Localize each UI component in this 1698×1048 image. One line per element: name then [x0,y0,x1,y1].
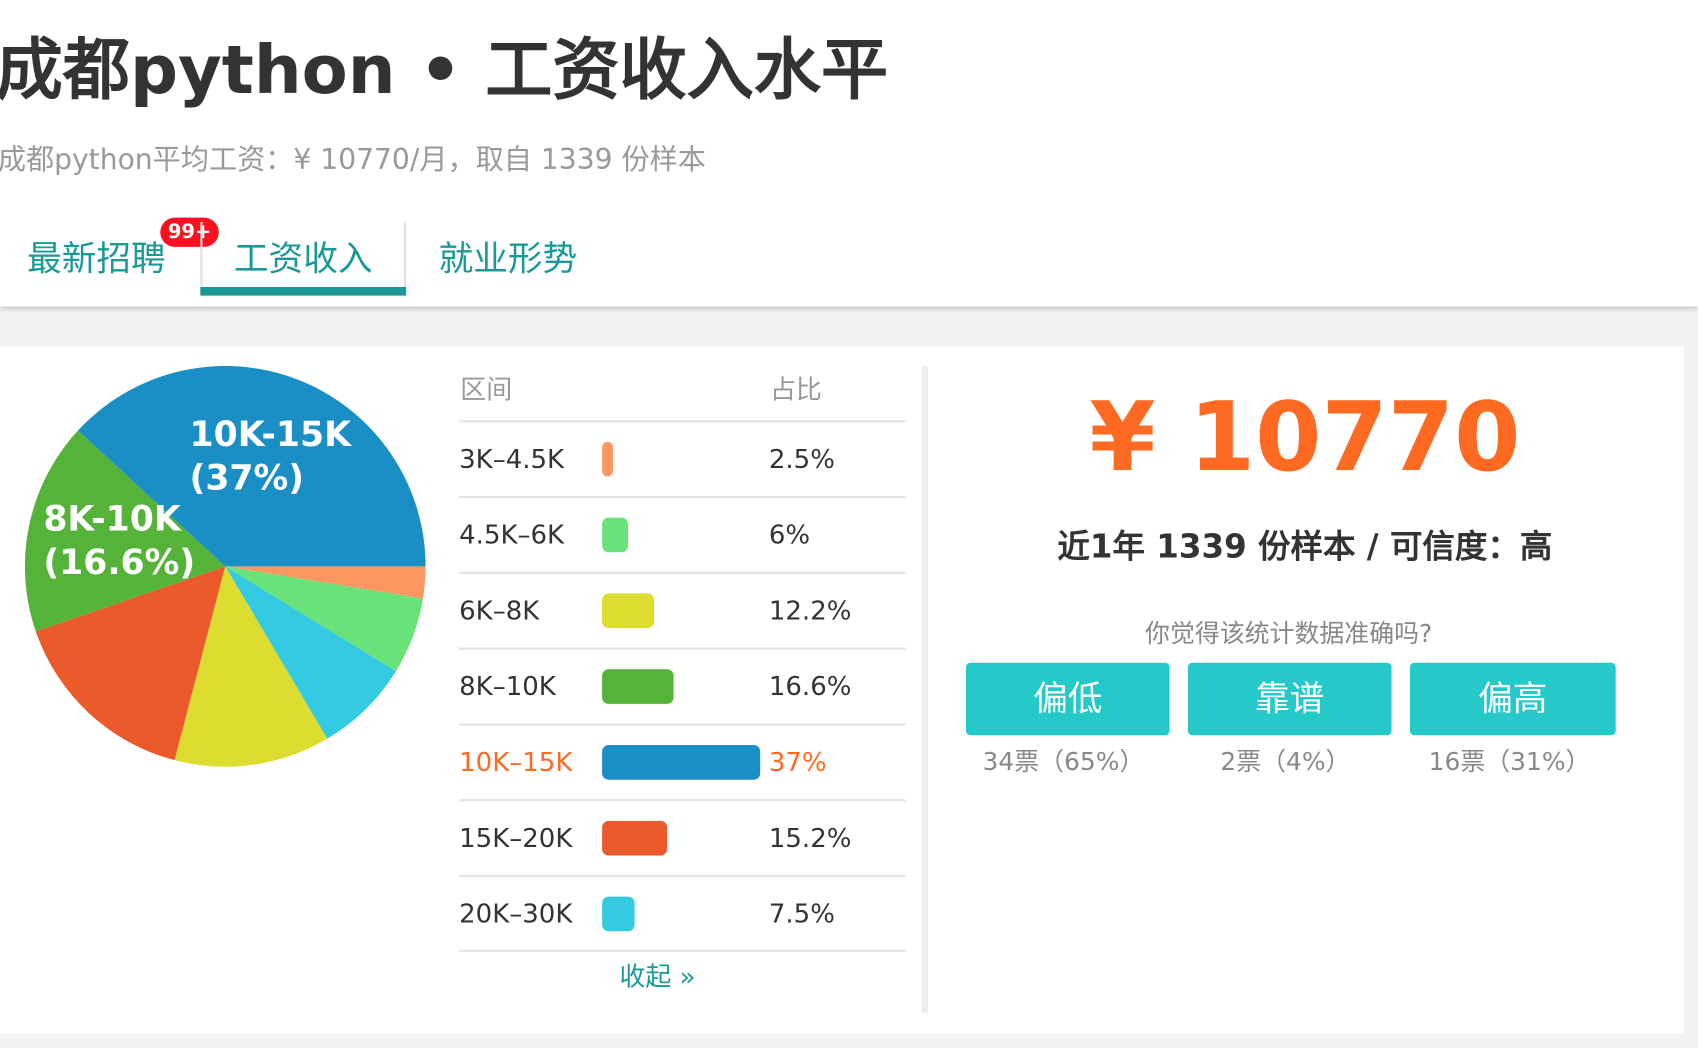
table-row: 20K–30K 7.5% [459,874,906,951]
pct-value: 16.6% [768,671,852,702]
pie-label-pct: (16.6%) [43,543,195,583]
pct-bar [602,745,761,780]
pie-slice [174,566,328,767]
tab-employment[interactable]: 就业形势 [438,238,578,280]
range-label: 20K–30K [459,898,573,930]
average-salary: ¥ 10770 [1089,381,1521,493]
pie-slice [24,430,226,632]
table-row: 10K–15K 37% [459,723,906,799]
pct-bar [602,593,655,629]
pct-bar [602,896,635,932]
pct-value: 6% [768,519,811,551]
pie-slice [225,566,426,599]
vote-high-button[interactable]: 偏高 [1409,662,1616,736]
range-label: 8K–10K [459,671,556,702]
pie-slice [225,566,396,739]
page-title: 成都python • 工资收入水平 [0,30,889,110]
range-label: 3K–4.5K [459,443,565,475]
pct-bar [602,441,613,477]
table-row: 4.5K–6K 6% [459,495,906,572]
vote-low-result: 34票（65%） [982,748,1145,777]
pct-bar [602,820,668,856]
range-label: 6K–8K [459,595,540,626]
col-header-range: 区间 [460,374,513,406]
pct-value: 12.2% [768,595,852,626]
col-header-pct: 占比 [769,374,822,406]
vote-accurate-result: 2票（4%） [1220,748,1351,777]
vote-high-result: 16票（31%） [1428,748,1591,777]
pie-slice [35,566,226,761]
pie-label-pct: (37%) [190,458,305,498]
salary-pie-chart: 10K-15K(37%)8K-10K(16.6%) [24,366,426,767]
accuracy-question: 你觉得该统计数据准确吗? [1145,620,1433,649]
range-label: 4.5K–6K [459,519,565,551]
pct-value: 7.5% [768,898,835,930]
table-row: 3K–4.5K 2.5% [459,420,906,496]
table-row: 6K–8K 12.2% [459,571,906,648]
page-header: 成都python • 工资收入水平 成都python平均工资：¥ 10770/月… [0,0,1698,307]
pie-slice [77,366,426,567]
vertical-divider [921,366,929,1014]
pct-value: 15.2% [768,823,852,854]
vote-accurate-button[interactable]: 靠谱 [1187,662,1392,736]
pie-label: 8K-10K [43,500,182,540]
sample-info: 近1年 1339 份样本 / 可信度：高 [1057,528,1553,567]
collapse-link[interactable]: 收起 » [619,961,696,992]
pct-value: 2.5% [768,443,835,475]
divider [459,949,906,952]
pie-slice [225,566,423,672]
page-subtitle: 成都python平均工资：¥ 10770/月，取自 1339 份样本 [0,144,706,177]
pie-label: 10K-15K [190,415,353,455]
pct-bar [602,669,674,704]
table-row: 8K–10K 16.6% [459,647,906,724]
tab-latest-jobs[interactable]: 最新招聘 [27,238,166,280]
table-row: 15K–20K 15.2% [459,799,906,875]
tab-salary[interactable]: 工资收入 [200,221,407,296]
pct-bar [602,517,628,553]
range-label: 10K–15K [459,747,573,778]
pct-value: 37% [768,747,827,778]
vote-low-button[interactable]: 偏低 [965,662,1170,736]
range-label: 15K–20K [459,823,573,854]
